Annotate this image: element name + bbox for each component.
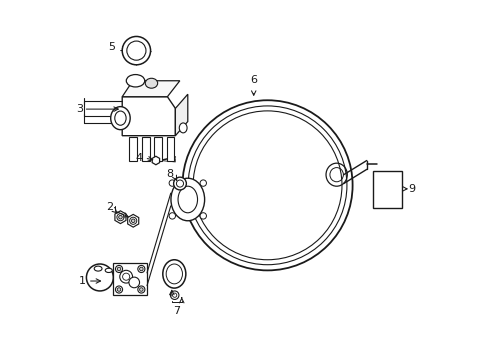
Circle shape [131,219,135,222]
Bar [372,171,401,208]
Ellipse shape [115,111,126,125]
Circle shape [169,213,175,219]
Circle shape [139,267,143,271]
Ellipse shape [105,268,112,273]
Ellipse shape [110,107,130,130]
Text: 1: 1 [79,276,86,286]
Circle shape [373,200,380,207]
Circle shape [120,270,132,283]
Polygon shape [113,263,147,295]
Circle shape [119,215,122,219]
Circle shape [173,177,186,190]
Bar [166,138,174,161]
Circle shape [176,180,183,187]
Circle shape [170,291,179,300]
Circle shape [117,288,121,291]
Circle shape [393,200,400,207]
Circle shape [139,288,143,291]
Circle shape [115,286,122,293]
Bar [129,138,137,161]
Circle shape [129,277,139,288]
Circle shape [200,213,206,219]
Ellipse shape [179,123,187,133]
Circle shape [117,214,124,221]
Circle shape [117,267,121,271]
Polygon shape [122,97,175,136]
Bar [142,138,149,161]
Circle shape [393,173,400,179]
Circle shape [115,265,122,273]
Circle shape [169,180,175,186]
Ellipse shape [126,75,144,87]
Text: 2: 2 [106,202,113,212]
Text: 7: 7 [173,306,180,316]
Circle shape [373,173,380,179]
Ellipse shape [145,78,157,88]
Ellipse shape [163,260,185,288]
Circle shape [122,273,129,280]
Polygon shape [115,211,126,224]
Ellipse shape [178,186,197,213]
Polygon shape [122,81,180,97]
Circle shape [126,41,145,60]
Circle shape [129,217,137,224]
Circle shape [172,293,177,297]
Ellipse shape [166,264,182,284]
Text: 5: 5 [108,42,115,52]
Circle shape [86,264,113,291]
Ellipse shape [171,178,204,221]
Circle shape [138,265,144,273]
Polygon shape [175,94,187,136]
Text: 3: 3 [76,104,82,114]
Text: 8: 8 [166,169,173,179]
Text: 6: 6 [249,75,256,85]
Ellipse shape [380,180,394,199]
Circle shape [122,36,150,65]
Circle shape [138,286,144,293]
Circle shape [200,180,206,186]
Ellipse shape [94,266,102,271]
Polygon shape [127,215,139,227]
Bar [154,138,162,161]
Polygon shape [152,156,159,165]
Text: 4: 4 [135,153,142,163]
Text: 9: 9 [408,184,415,194]
Circle shape [182,100,352,270]
